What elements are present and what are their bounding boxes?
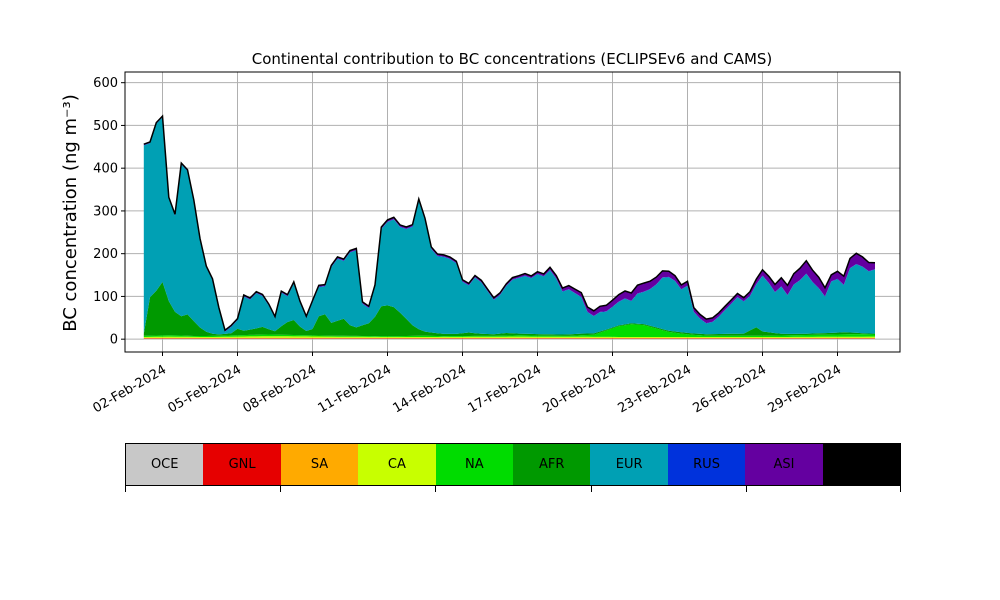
colorbar-tick <box>746 486 747 492</box>
y-axis-label: BC concentration (ng m⁻³) <box>60 94 81 332</box>
chart-title: Continental contribution to BC concentra… <box>252 50 773 68</box>
legend-cell-na: NA <box>435 444 514 485</box>
stacked-area-layer <box>143 114 876 340</box>
legend-cell-oce: OCE <box>126 444 204 485</box>
x-tick-label: 05-Feb-2024 <box>166 362 245 416</box>
x-tick-label: 11-Feb-2024 <box>316 362 395 416</box>
x-tick-label: 23-Feb-2024 <box>616 362 695 416</box>
plot-frame <box>124 71 901 353</box>
x-tick-label: 08-Feb-2024 <box>241 362 320 416</box>
area-series-ca <box>143 336 876 338</box>
x-tick-label: 17-Feb-2024 <box>466 362 545 416</box>
legend-cell-ca: CA <box>358 444 436 485</box>
region-colorbar-legend: OCE GNL SA CA NA AFR EUR RUS ASI AUS <box>125 443 901 486</box>
area-series-afr <box>143 282 876 337</box>
legend-cell-gnl: GNL <box>203 444 281 485</box>
total-outline <box>143 114 876 332</box>
bc-concentration-chart: 0 100 200 300 400 500 600 02-Feb-202405-Feb-202… <box>60 50 901 416</box>
x-tick-label: 14-Feb-2024 <box>391 362 470 416</box>
colorbar-tick <box>125 486 126 492</box>
area-series-eur <box>143 117 876 335</box>
colorbar-tick <box>591 486 592 492</box>
y-tick-label: 200 <box>93 247 118 262</box>
colorbar-ticks <box>125 486 901 492</box>
colorbar-tick <box>435 486 436 492</box>
axes-layer: 0 100 200 300 400 500 600 02-Feb-202405-Feb-202… <box>91 71 901 416</box>
x-tick-label: 02-Feb-2024 <box>91 362 170 416</box>
y-tick-label: 300 <box>93 204 118 219</box>
x-tick-label: 29-Feb-2024 <box>766 362 845 416</box>
legend-cell-aus: AUS <box>822 444 901 485</box>
x-tick-label: 26-Feb-2024 <box>691 362 770 416</box>
legend-cell-asi: ASI <box>745 444 823 485</box>
legend-cell-eur: EUR <box>590 444 668 485</box>
colorbar-tick <box>280 486 281 492</box>
legend-cell-afr: AFR <box>513 444 591 485</box>
area-series-na <box>143 324 876 337</box>
y-tick-label: 100 <box>93 290 118 305</box>
legend-cell-rus: RUS <box>667 444 746 485</box>
y-tick-label: 0 <box>110 333 118 348</box>
y-tick-label: 500 <box>93 119 118 134</box>
colorbar-tick <box>900 486 901 492</box>
area-series-oce <box>143 338 876 340</box>
y-tick-label: 600 <box>93 76 118 91</box>
x-tick-label: 20-Feb-2024 <box>541 362 620 416</box>
legend-cell-sa: SA <box>280 444 359 485</box>
y-tick-label: 400 <box>93 162 118 177</box>
